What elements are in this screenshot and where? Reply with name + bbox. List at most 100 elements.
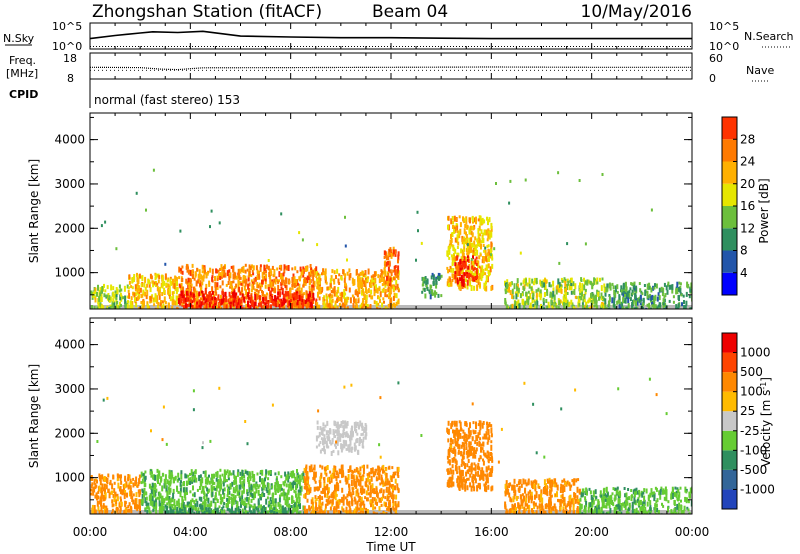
power-cell	[115, 294, 118, 300]
velocity-cell	[345, 424, 348, 429]
power-cell	[432, 283, 435, 286]
velocity-cell	[373, 488, 376, 495]
power-cell	[175, 277, 178, 284]
velocity-cell	[215, 477, 218, 482]
velocity-cell	[454, 441, 457, 447]
power-cell	[271, 265, 274, 270]
power-cell	[599, 277, 601, 282]
power-cell	[447, 278, 450, 284]
power-cell	[562, 296, 565, 303]
power-cell	[451, 216, 454, 220]
power-cell	[206, 271, 209, 276]
velocity-cell	[475, 424, 477, 430]
velocity-cell	[163, 483, 166, 489]
power-cell	[482, 232, 485, 236]
power-cell	[364, 274, 367, 278]
velocity-cell	[114, 491, 117, 497]
power-cell	[103, 283, 105, 288]
power-cell	[689, 307, 692, 309]
power-cell	[340, 276, 343, 279]
power-cell	[307, 299, 310, 303]
power-cell	[220, 298, 223, 303]
velocity-cell	[90, 488, 93, 492]
power-cell	[463, 241, 466, 247]
velocity-cell	[125, 482, 128, 488]
velocity-cell	[353, 442, 356, 447]
power-cell	[264, 302, 267, 309]
velocity-cell	[98, 485, 101, 492]
velocity-cell	[369, 485, 372, 492]
power-cell	[458, 234, 461, 239]
velocity-cell	[384, 478, 387, 485]
power-cell	[631, 306, 634, 309]
power-cell	[165, 283, 168, 287]
velocity-cell	[246, 471, 249, 476]
power-cell	[382, 297, 385, 301]
velocity-cell	[351, 487, 354, 493]
velocity-cell	[289, 482, 292, 489]
velocity-cell	[394, 478, 397, 484]
power-cell	[392, 296, 395, 301]
velocity-cell	[168, 475, 171, 479]
velocity-cell	[373, 512, 376, 514]
velocity-cell	[102, 497, 105, 502]
velocity-cell	[98, 509, 101, 514]
power-cell	[655, 283, 658, 289]
velocity-cell	[252, 505, 255, 511]
velocity-cell	[376, 512, 378, 514]
velocity-cell	[155, 507, 158, 512]
power-cell	[456, 252, 459, 257]
power-cell	[143, 300, 145, 307]
power-cell	[368, 294, 371, 298]
velocity-cell	[360, 500, 363, 507]
velocity-cell	[95, 494, 98, 499]
velocity-cell	[344, 475, 347, 482]
power-cell	[431, 290, 434, 296]
velocity-cell	[265, 487, 268, 492]
power-cell	[620, 289, 623, 293]
power-cell	[385, 251, 388, 258]
power-cell	[274, 288, 277, 294]
velocity-cell	[223, 469, 226, 474]
power-cell	[648, 282, 651, 286]
power-cell	[115, 294, 118, 298]
power-cell	[478, 282, 481, 288]
power-cell	[305, 299, 308, 304]
velocity-cell	[116, 509, 119, 513]
velocity-cell	[267, 510, 270, 514]
power-cell	[269, 276, 272, 283]
velocity-cell	[334, 487, 337, 492]
power-cell	[258, 271, 260, 278]
velocity-cell	[235, 505, 238, 511]
velocity-cell	[179, 481, 182, 487]
velocity-cell	[166, 492, 169, 499]
velocity-cell	[363, 429, 366, 433]
velocity-cell	[284, 500, 287, 506]
power-cell	[461, 251, 464, 258]
power-cell	[178, 266, 181, 273]
power-cell	[367, 288, 370, 294]
velocity-cell	[452, 481, 455, 487]
power-cell	[622, 283, 625, 290]
power-cell	[650, 287, 653, 293]
power-cell	[654, 304, 657, 309]
power-cell	[318, 304, 321, 309]
power-cell	[535, 292, 538, 298]
power-cell	[348, 268, 351, 273]
power-cell	[233, 271, 236, 275]
power-cell	[635, 285, 638, 292]
velocity-cell	[380, 503, 383, 507]
velocity-cell	[315, 445, 318, 449]
velocity-cell	[283, 508, 286, 514]
power-cell	[189, 295, 191, 302]
power-cell	[666, 289, 669, 295]
power-cell	[471, 225, 473, 230]
velocity-cell	[458, 469, 461, 474]
velocity-cell	[385, 502, 387, 508]
velocity-cell	[459, 432, 462, 439]
power-cell	[451, 232, 454, 237]
power-cell	[623, 300, 626, 304]
power-cell	[487, 269, 490, 274]
velocity-cell	[159, 511, 162, 514]
velocity-cell	[332, 475, 335, 479]
